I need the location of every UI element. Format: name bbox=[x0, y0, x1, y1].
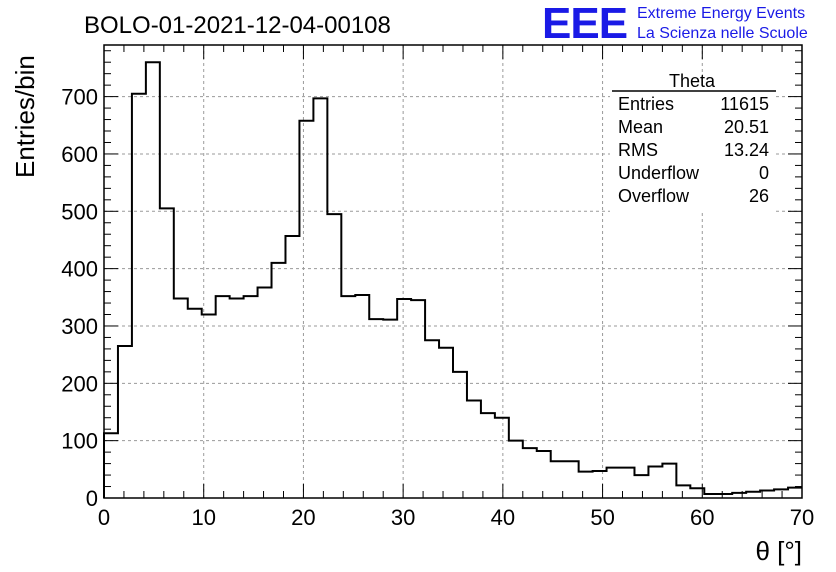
y-tick-label: 300 bbox=[61, 314, 98, 339]
y-axis-label: Entries/bin bbox=[10, 55, 40, 178]
stats-label: RMS bbox=[618, 140, 658, 160]
logo-line-1: Extreme Energy Events bbox=[637, 5, 806, 22]
stats-value: 11615 bbox=[720, 94, 769, 114]
x-tick-label: 20 bbox=[291, 505, 315, 530]
x-tick-label: 50 bbox=[590, 505, 614, 530]
histogram-series bbox=[103, 61, 802, 498]
y-tick-label: 700 bbox=[61, 85, 98, 110]
x-tick-label: 30 bbox=[391, 505, 415, 530]
y-tick-labels: 0 100 200 300 400 500 600 700 bbox=[61, 85, 98, 511]
y-tick-label: 400 bbox=[61, 257, 98, 282]
stats-title: Theta bbox=[669, 71, 716, 91]
eee-logo: EEE bbox=[542, 0, 628, 48]
grid bbox=[104, 45, 802, 498]
chart-title: BOLO-01-2021-12-04-00108 bbox=[84, 12, 391, 39]
logo-line-2: La Scienza nelle Scuole bbox=[637, 25, 808, 42]
stats-value: 0 bbox=[759, 163, 769, 183]
stats-value: 26 bbox=[749, 186, 769, 206]
stats-value: 13.24 bbox=[724, 140, 769, 160]
stats-label: Entries bbox=[618, 94, 674, 114]
stats-value: 20.51 bbox=[724, 117, 769, 137]
axis-ticks bbox=[103, 45, 803, 499]
plot-frame bbox=[103, 44, 803, 499]
x-tick-label: 0 bbox=[98, 505, 110, 530]
x-tick-label: 60 bbox=[690, 505, 714, 530]
stats-box: Theta Entries 11615 Mean 20.51 RMS 13.24 Under… bbox=[610, 71, 776, 212]
x-tick-labels: 0 10 20 30 40 50 60 70 bbox=[98, 505, 814, 530]
x-axis-label: θ [°] bbox=[755, 536, 802, 566]
stats-label: Underflow bbox=[618, 163, 700, 183]
y-tick-label: 500 bbox=[61, 199, 98, 224]
y-tick-label: 100 bbox=[61, 429, 98, 454]
y-tick-label: 200 bbox=[61, 371, 98, 396]
x-tick-label: 40 bbox=[491, 505, 515, 530]
x-tick-label: 10 bbox=[191, 505, 215, 530]
eee-logo-caption: Extreme Energy Events La Scienza nelle S… bbox=[637, 4, 808, 44]
x-tick-label: 70 bbox=[790, 505, 814, 530]
stats-label: Mean bbox=[618, 117, 663, 137]
y-tick-label: 600 bbox=[61, 142, 98, 167]
y-tick-label: 0 bbox=[86, 486, 98, 511]
stats-label: Overflow bbox=[618, 186, 690, 206]
